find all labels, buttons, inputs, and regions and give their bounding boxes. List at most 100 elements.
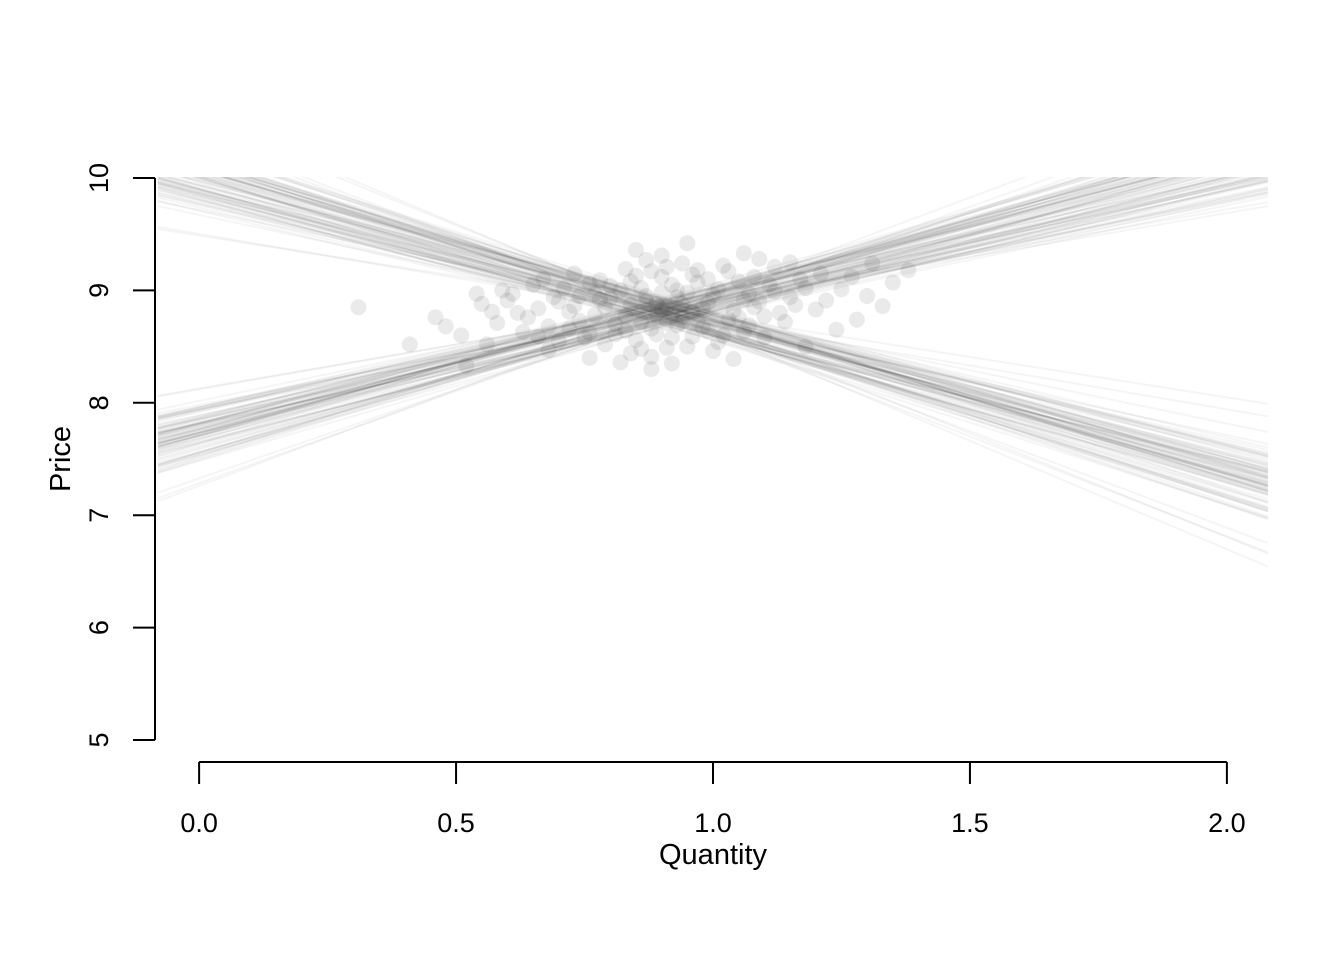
- equilibrium-point: [484, 303, 501, 320]
- supply-line-bundle-line: [157, 177, 1235, 420]
- equilibrium-point: [658, 258, 675, 275]
- equilibrium-point: [648, 326, 665, 343]
- equilibrium-point: [571, 312, 588, 329]
- y-tick-label: 6: [84, 620, 114, 635]
- equilibrium-point: [884, 274, 901, 291]
- supply-line-bundle-line: [157, 177, 1269, 411]
- demand-line-bundle-line: [228, 177, 1269, 471]
- demand-line-bundle-line: [157, 185, 1269, 464]
- demand-line-bundle-line: [157, 177, 1269, 474]
- demand-line-bundle-line: [177, 177, 1269, 511]
- equilibrium-point: [787, 297, 804, 314]
- supply-line-bundle-line: [157, 191, 1269, 435]
- x-tick-label: 0.0: [180, 808, 218, 838]
- supply-line-bundle-line: [157, 177, 1233, 448]
- equilibrium-point: [643, 263, 660, 280]
- equilibrium-point: [674, 255, 691, 272]
- equilibrium-point: [782, 289, 799, 306]
- supply-line-bundle-line: [157, 177, 1092, 443]
- demand-line-bundle-line: [271, 177, 1269, 496]
- scatter-points: [350, 235, 917, 378]
- supply-line-bundle-line: [157, 177, 1198, 434]
- supply-line-bundle-line: [157, 177, 1235, 418]
- equilibrium-point: [689, 274, 706, 291]
- demand-line-bundle-line: [157, 186, 1269, 492]
- equilibrium-point: [848, 311, 865, 328]
- supply-line-bundle-line: [157, 201, 1269, 398]
- x-tick-label: 1.5: [951, 808, 989, 838]
- equilibrium-point: [545, 289, 562, 306]
- equilibrium-point: [653, 268, 670, 285]
- equilibrium-point: [874, 298, 891, 315]
- equilibrium-point: [550, 332, 567, 349]
- equilibrium-point: [638, 293, 655, 310]
- equilibrium-point: [663, 306, 680, 323]
- equilibrium-point: [617, 308, 634, 325]
- supply-line-bundle-line: [157, 177, 1167, 460]
- equilibrium-point: [746, 299, 763, 316]
- supply-line-bundle-line: [157, 177, 1246, 434]
- equilibrium-point: [699, 271, 716, 288]
- supply-line-bundle-line: [157, 177, 1187, 461]
- equilibrium-point: [751, 293, 768, 310]
- equilibrium-point: [509, 304, 526, 321]
- supply-line-bundle-line: [157, 177, 1197, 443]
- supply-line-bundle-line: [157, 177, 1171, 441]
- equilibrium-point: [730, 309, 747, 326]
- demand-line-bundle-line: [157, 200, 1269, 434]
- demand-line-bundle-line: [190, 177, 1269, 493]
- equilibrium-point: [694, 299, 711, 316]
- supply-line-bundle-line: [157, 177, 1097, 449]
- demand-line-bundle-line: [191, 177, 1269, 486]
- demand-line-bundle-line: [225, 177, 1269, 513]
- demand-line-bundle-line: [234, 177, 1269, 490]
- demand-line-bundle-line: [246, 177, 1269, 492]
- equilibrium-point: [663, 329, 680, 346]
- supply-line-bundle-line: [157, 177, 1028, 503]
- equilibrium-point: [586, 285, 603, 302]
- equilibrium-point: [679, 338, 696, 355]
- demand-line-bundle-line: [157, 186, 1269, 475]
- equilibrium-point: [612, 282, 629, 299]
- supply-line-bundle-line: [157, 177, 1207, 439]
- supply-line-bundle-line: [157, 177, 1262, 450]
- supply-line-bundle-line: [157, 190, 1269, 419]
- equilibrium-point: [627, 241, 644, 258]
- supply-line-bundle-line: [157, 177, 1119, 449]
- supply-line-bundle-line: [157, 177, 1269, 418]
- supply-line-bundle-line: [157, 177, 1131, 447]
- supply-line-bundle-line: [157, 177, 1163, 445]
- demand-line-bundle-line: [281, 177, 1269, 503]
- demand-line-bundle-line: [237, 177, 1269, 513]
- supply-line-bundle-line: [157, 177, 1130, 445]
- equilibrium-point: [607, 326, 624, 343]
- equilibrium-point: [602, 277, 619, 294]
- demand-line-bundle-line: [180, 177, 1269, 479]
- equilibrium-point: [581, 325, 598, 342]
- equilibrium-point: [653, 247, 670, 264]
- equilibrium-point: [653, 284, 670, 301]
- equilibrium-point: [350, 299, 367, 316]
- supply-line-bundle-line: [157, 177, 1133, 437]
- equilibrium-point: [581, 275, 598, 292]
- equilibrium-point: [699, 294, 716, 311]
- equilibrium-point: [643, 348, 660, 365]
- demand-line-bundle-line: [157, 178, 1269, 465]
- y-tick-label: 7: [84, 508, 114, 523]
- equilibrium-point: [525, 276, 542, 293]
- equilibrium-point: [843, 268, 860, 285]
- supply-line-bundle-line: [157, 177, 1269, 452]
- equilibrium-point: [489, 314, 506, 331]
- equilibrium-point: [520, 309, 536, 326]
- equilibrium-point: [550, 293, 567, 310]
- equilibrium-point: [674, 313, 691, 330]
- demand-line-bundle-line: [157, 185, 1269, 469]
- demand-line-bundle-line: [334, 177, 1269, 555]
- equilibrium-point: [633, 313, 650, 330]
- equilibrium-point: [540, 341, 557, 358]
- demand-line-bundle-line: [157, 188, 1269, 480]
- demand-line-bundle-line: [157, 194, 1269, 466]
- equilibrium-point: [633, 280, 650, 297]
- equilibrium-point: [669, 282, 686, 299]
- equilibrium-point: [766, 283, 783, 300]
